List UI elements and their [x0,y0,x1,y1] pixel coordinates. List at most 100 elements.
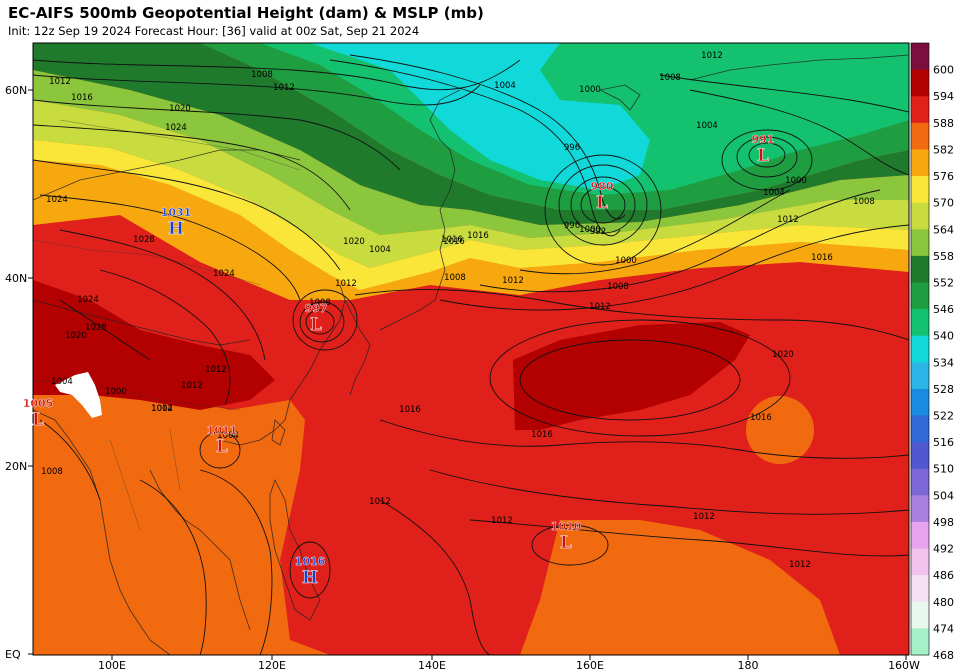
pressure-center-value: 991 [752,133,775,146]
map-title: EC-AIFS 500mb Geopotential Height (dam) … [8,4,484,22]
colorbar-frame [910,42,930,656]
lon-label-120e: 120E [258,659,286,672]
height-band-534 [310,43,650,190]
isobar-label: 1004 [494,81,516,91]
isobar-label: 1020 [772,350,794,360]
lat-axis: 60N 40N 20N EQ [5,84,33,661]
colorbar-swatch [911,335,929,363]
pressure-center-value: 1016 [295,555,326,568]
lat-label-eq: EQ [5,648,21,661]
colorbar-label: 600 [933,64,954,77]
low-pressure-marker: L [216,437,228,457]
isobar-label: 1000 [615,256,637,266]
colorbar-label: 528 [933,383,954,396]
lon-label-180: 180 [738,659,759,672]
colorbar-swatch [911,442,929,470]
isobar-label: 1012 [273,83,295,93]
isobar-label: 1020 [65,331,87,341]
isobar-label: 1024 [165,123,187,133]
isobar-label: 1024 [213,269,235,279]
colorbar-swatch [911,575,929,603]
isobar-label: 996 [564,221,580,231]
isobar-label: 1004 [151,404,173,414]
isobar-label: 1008 [444,273,466,283]
isobar-label: 1004 [51,377,73,387]
colorbar-swatch [911,628,929,656]
isobar-label: 1012 [589,302,611,312]
isobar-label: 1016 [750,413,772,423]
colorbar-label: 480 [933,596,954,609]
isobar-label: 992 [590,227,606,237]
isobar-label: 1012 [701,51,723,61]
isobar-label: 1016 [443,237,465,247]
colorbar-label: 474 [933,622,954,635]
colorbar-label: 588 [933,117,954,130]
lat-label-60n: 60N [5,84,27,97]
colorbar-swatch [911,149,929,177]
colorbar-label: 570 [933,197,954,210]
isobar-label: 1008 [853,197,875,207]
isobar-label: 1028 [133,235,155,245]
colorbar: 600 594 588 582 576 570 564 558 552 546 540 534 528 5… [910,42,954,662]
isobar-label: 1012 [369,497,391,507]
lat-label-40n: 40N [5,272,27,285]
isobars [33,54,909,655]
colorbar-swatch [911,495,929,523]
isobar-label: 1016 [399,405,421,415]
isobar-label: 1012 [502,276,524,286]
colorbar-label: 522 [933,410,954,423]
colorbar-label: 504 [933,489,954,502]
colorbar-label: 510 [933,463,954,476]
isobar-label: 1012 [335,279,357,289]
low-pressure-marker: L [757,146,769,166]
isobar-label: 1004 [696,121,718,131]
isobar-label: 1024 [46,195,68,205]
height-band-552 [33,43,909,225]
isobar-label: 1024 [77,295,99,305]
isobar-label: 1008 [659,73,681,83]
isobar-label: 1012 [789,560,811,570]
colorbar-label: 540 [933,330,954,343]
map-subtitle: Init: 12z Sep 19 2024 Forecast Hour: [36… [8,24,420,38]
colorbar-swatch [911,202,929,230]
isobar-label: 1004 [217,431,239,441]
terrain-mask [55,372,102,418]
pressure-center-value: 1011 [207,424,238,437]
height-band-582-pool [746,396,814,464]
isobar-label: 1012 [49,77,71,87]
height-band-564 [33,100,909,268]
colorbar-label: 552 [933,276,954,289]
lat-label-20n: 20N [5,460,27,473]
lon-label-100e: 100E [98,659,126,672]
lon-axis: 100E 120E 140E 160E 180 160W [98,655,920,672]
colorbar-swatch [911,415,929,443]
isobar-label: 1012 [777,215,799,225]
colorbar-swatch [911,548,929,576]
isobar-label: 1028 [85,323,107,333]
high-pressure-marker: H [302,568,318,588]
colorbar-label: 516 [933,436,954,449]
isobar-label: 1016 [531,430,553,440]
height-band-594 [513,322,750,430]
colorbar-swatch [911,43,929,71]
isobar-label: 1012 [205,365,227,375]
isobar-label: 1016 [71,93,93,103]
isobar-label: 1020 [169,104,191,114]
isobar-label: 1020 [343,237,365,247]
colorbar-label: 582 [933,143,954,156]
colorbar-label: 558 [933,250,954,263]
low-pressure-marker: L [560,533,572,553]
isobar-label: 1000 [579,225,601,235]
high-pressure-marker: H [168,219,184,239]
isobar-label: 1012 [491,516,513,526]
pressure-center-value: 1005 [23,397,54,410]
colorbar-label: 492 [933,543,954,556]
colorbar-swatch [911,468,929,496]
isobar-label: 1008 [607,282,629,292]
colorbar-label: 486 [933,569,954,582]
colorbar-swatch [911,601,929,629]
colorbar-swatch [911,388,929,417]
